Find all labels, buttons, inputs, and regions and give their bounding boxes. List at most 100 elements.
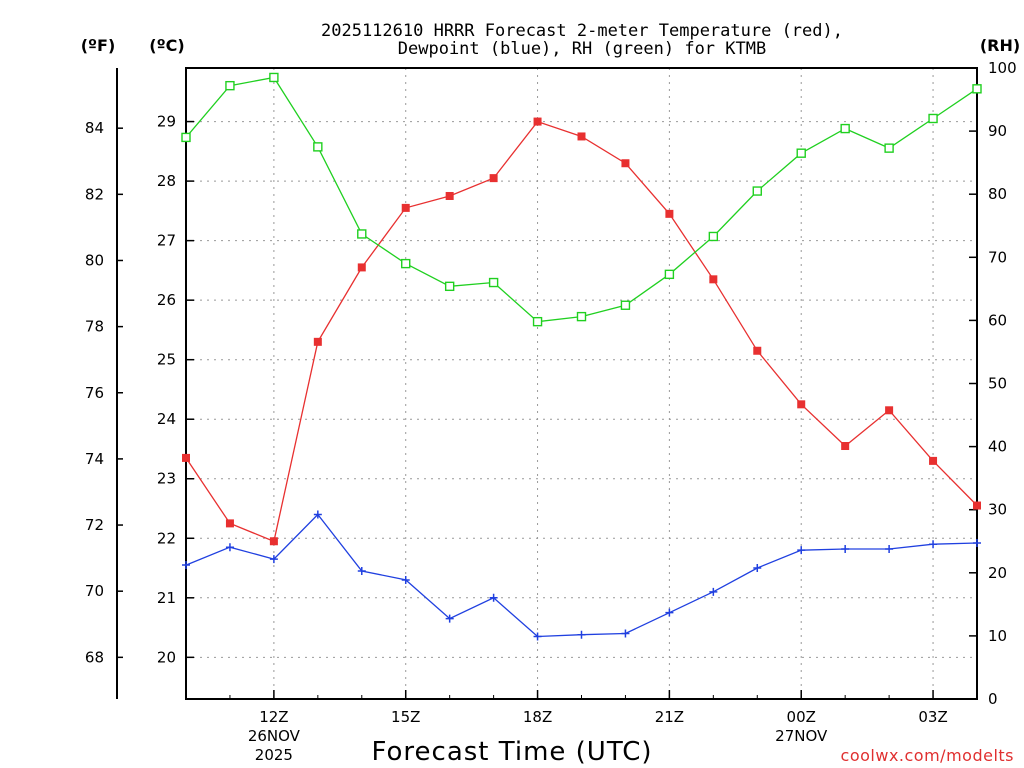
- fahrenheit-tick-label: 82: [85, 185, 104, 203]
- x-tick-year: 2025: [255, 746, 293, 764]
- dewpoint-point: [225, 543, 234, 552]
- rh-tick-label: 100: [988, 59, 1017, 77]
- rh-tick-label: 70: [988, 248, 1007, 266]
- dewpoint-point: [709, 587, 718, 596]
- rh-point: [840, 123, 850, 134]
- rh-point: [752, 186, 762, 196]
- rh-point: [269, 72, 279, 83]
- rh-tick-label: 40: [988, 438, 1007, 456]
- series-layer: [181, 72, 982, 641]
- credit-text: coolwx.com/modelts: [841, 746, 1014, 765]
- dewpoint-point: [489, 593, 498, 602]
- x-tick-label: 00Z: [787, 708, 816, 726]
- rh-point: [532, 316, 543, 327]
- x-tick-date: 27NOV: [775, 727, 828, 745]
- dewpoint-point: [357, 567, 366, 576]
- celsius-tick-label: 29: [157, 113, 176, 131]
- 2-meter-temperature-point: [401, 203, 410, 212]
- fahrenheit-tick-label: 80: [85, 251, 104, 269]
- rh-tick-label: 0: [988, 690, 998, 708]
- 2-meter-temperature-point: [489, 174, 498, 183]
- rh-point: [884, 143, 894, 153]
- rh-point: [225, 80, 235, 91]
- x-tick-date: 26NOV: [248, 727, 301, 745]
- fahrenheit-tick-label: 68: [85, 648, 104, 666]
- rh-point: [664, 269, 675, 280]
- celsius-tick-label: 25: [157, 351, 176, 369]
- dewpoint-point: [182, 561, 190, 570]
- celsius-tick-label: 28: [157, 172, 176, 190]
- 2-meter-temperature-point: [357, 263, 366, 272]
- x-tick-label: 18Z: [523, 708, 552, 726]
- 2-meter-temperature-point: [973, 501, 981, 510]
- rh-point: [620, 300, 631, 310]
- dewpoint-point: [621, 629, 630, 638]
- rh-point: [401, 258, 411, 269]
- fahrenheit-tick-label: 78: [85, 318, 104, 336]
- 2-meter-temperature-point: [577, 132, 586, 141]
- 2-meter-temperature-point: [753, 346, 762, 355]
- x-tick-label: 21Z: [655, 708, 684, 726]
- 2-meter-temperature-point: [885, 406, 894, 415]
- celsius-tick-label: 20: [157, 648, 176, 666]
- rh-tick-label: 50: [988, 375, 1007, 393]
- dewpoint-point: [269, 555, 278, 564]
- dewpoint-point: [401, 575, 410, 584]
- x-tick-label: 03Z: [918, 708, 947, 726]
- 2-meter-temperature-point: [445, 191, 454, 200]
- fahrenheit-tick-label: 70: [85, 582, 104, 600]
- rh-tick-label: 10: [988, 627, 1007, 645]
- chart-title-line2: Dewpoint (blue), RH (green) for KTMB: [398, 39, 766, 59]
- dewpoint-point: [533, 632, 542, 641]
- dewpoint-point: [929, 540, 938, 549]
- grid-layer: [186, 68, 977, 699]
- dewpoint-point: [753, 564, 762, 573]
- dewpoint-point: [885, 544, 894, 553]
- 2-meter-temperature-point: [182, 453, 190, 462]
- rh-point: [972, 84, 982, 94]
- fahrenheit-tick-label: 84: [85, 119, 104, 137]
- 2-meter-temperature-point: [929, 456, 938, 465]
- rh-point: [444, 281, 455, 292]
- rh-tick-label: 60: [988, 311, 1007, 329]
- x-axis-title: Forecast Time (UTC): [371, 737, 652, 767]
- fahrenheit-unit-label: (ºF): [81, 36, 116, 55]
- 2-meter-temperature-point: [313, 337, 322, 346]
- 2-meter-temperature-point: [797, 400, 806, 409]
- fahrenheit-tick-label: 72: [85, 516, 104, 534]
- plot-frame: [185, 67, 978, 700]
- celsius-tick-label: 21: [157, 589, 176, 607]
- x-tick-label: 15Z: [391, 708, 420, 726]
- dewpoint-point: [797, 546, 806, 555]
- rh-point: [576, 311, 587, 322]
- rh-point: [181, 132, 191, 143]
- celsius-tick-label: 27: [157, 232, 176, 250]
- axes-layer: 20 21 22 23 24 25 26 27 28 29 68 70 72 74 76 78 80 82 84 0 1…: [85, 59, 1017, 764]
- x-tick-label: 12Z: [259, 708, 288, 726]
- rh-point: [313, 142, 323, 152]
- dewpoint-point: [313, 510, 322, 519]
- 2-meter-temperature-point: [225, 519, 234, 528]
- celsius-tick-label: 26: [157, 291, 176, 309]
- 2-meter-temperature-point: [709, 275, 718, 284]
- rh-unit-label: (RH): [980, 36, 1020, 55]
- celsius-tick-label: 24: [157, 410, 176, 428]
- 2-meter-temperature-point: [665, 209, 674, 218]
- rh-line: [185, 76, 978, 323]
- rh-point: [708, 231, 719, 242]
- chart-title-line1: 2025112610 HRRR Forecast 2-meter Tempera…: [321, 21, 843, 41]
- rh-tick-label: 20: [988, 564, 1007, 582]
- rh-point: [796, 148, 806, 158]
- dewpoint-line: [185, 513, 978, 638]
- dewpoint-point: [577, 630, 586, 639]
- 2-meter-temperature-point: [269, 537, 278, 546]
- celsius-tick-label: 23: [157, 470, 176, 488]
- rh-point: [488, 277, 499, 288]
- celsius-tick-label: 22: [157, 529, 176, 547]
- fahrenheit-tick-label: 74: [85, 450, 104, 468]
- 2-meter-temperature-point: [621, 159, 630, 168]
- fahrenheit-tick-label: 76: [85, 384, 104, 402]
- 2-meter-temperature-point: [533, 117, 542, 126]
- rh-point: [928, 113, 938, 124]
